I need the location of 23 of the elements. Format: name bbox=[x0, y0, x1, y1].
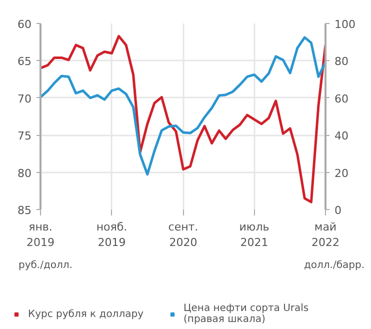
y-tick-label: 75 bbox=[18, 130, 32, 143]
line-series bbox=[40, 36, 326, 176]
y2-tick-label: 60 bbox=[334, 92, 348, 106]
x-tick-label: нояб. 2019 bbox=[96, 220, 128, 250]
y2-tick-label: 20 bbox=[334, 166, 348, 180]
y2-tick-label: 80 bbox=[334, 55, 348, 68]
x-tick-label: янв. 2019 bbox=[26, 220, 55, 250]
x-tick-label: май 2022 bbox=[312, 220, 340, 250]
y2-tick-label: 0 bbox=[334, 204, 342, 217]
y-axis-title: руб./долл. bbox=[18, 260, 72, 271]
x-tick-label: сент. 2020 bbox=[168, 220, 198, 250]
y2-axis-title: долл./барр. bbox=[304, 260, 365, 271]
y-tick-label: 70 bbox=[18, 92, 32, 106]
legend-label: Цена нефти сорта Urals (правая шкала) bbox=[184, 303, 309, 325]
line-series bbox=[40, 34, 326, 204]
y-tick-label: 60 bbox=[18, 18, 32, 31]
y-tick-label: 65 bbox=[18, 55, 32, 68]
legend-label: Курс рубля к доллару bbox=[28, 308, 144, 320]
y-tick-label: 80 bbox=[18, 166, 32, 180]
x-tick-label: июль 2021 bbox=[239, 220, 270, 250]
y2-tick-label: 100 bbox=[334, 18, 356, 31]
y-tick-label: 85 bbox=[18, 204, 32, 217]
y2-tick-label: 40 bbox=[334, 130, 348, 143]
